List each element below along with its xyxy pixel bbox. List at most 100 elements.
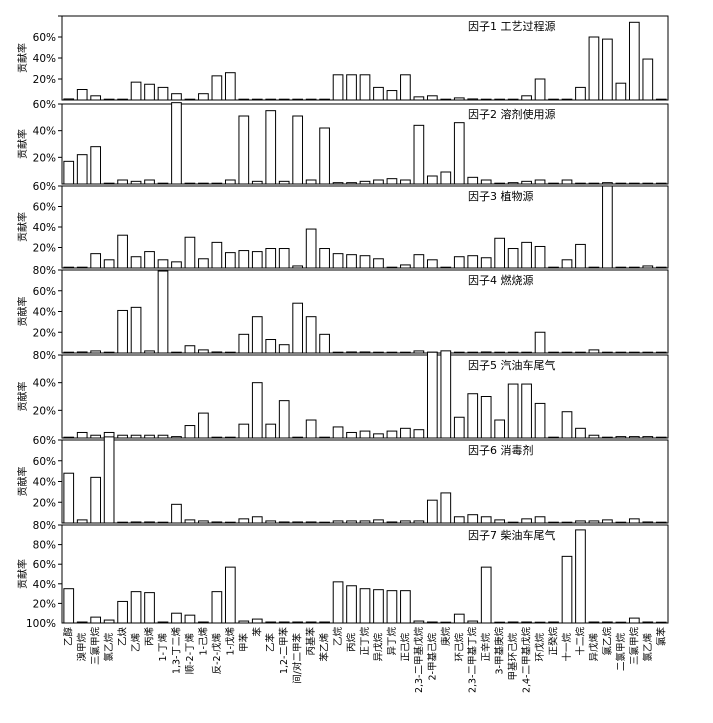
bar (224, 351, 236, 354)
bar (211, 75, 223, 101)
bar (224, 521, 236, 524)
bar (426, 175, 438, 185)
y-tick-label: 40% (33, 126, 56, 138)
bar (521, 95, 532, 101)
panel-title: 因子2 溶剂使用源 (468, 107, 556, 121)
bar (63, 436, 75, 439)
bar (440, 492, 452, 524)
bar (117, 98, 128, 101)
factor-panel: 20% 40% 60% 贡献率 因子1 工艺过程源 (16, 15, 669, 101)
bar (346, 74, 357, 101)
bar (602, 436, 613, 439)
bar (575, 243, 586, 269)
bar (373, 86, 384, 101)
bar (63, 98, 75, 101)
bar (588, 36, 600, 101)
bar (548, 436, 559, 439)
bar (602, 185, 613, 269)
bar (359, 520, 371, 524)
y-tick-label: 20% (33, 74, 56, 86)
bar (561, 411, 573, 439)
bar (467, 255, 479, 269)
bar (63, 472, 75, 524)
bar (346, 431, 357, 439)
bar (103, 182, 115, 185)
y-tick-label: 60% (33, 456, 56, 468)
bar (157, 86, 169, 101)
x-tick-label: 顺-2-丁烯 (184, 633, 196, 675)
bar (319, 621, 330, 624)
bar (157, 182, 169, 185)
bar (319, 127, 330, 185)
bar (400, 427, 411, 439)
bar (265, 98, 277, 101)
bar (548, 621, 559, 624)
y-tick-label: 20% (33, 497, 56, 509)
bar (426, 621, 438, 624)
bar (413, 96, 425, 101)
bar (575, 520, 586, 524)
x-tick-label: 苯乙烯 (319, 633, 331, 662)
x-tick-label: 溴甲烷 (76, 633, 88, 662)
x-tick-label: 庚烷 (440, 627, 452, 647)
bar (655, 182, 667, 185)
bar (117, 179, 128, 185)
bar (292, 115, 304, 185)
bar (413, 254, 425, 269)
bar (507, 98, 519, 101)
x-tick-label: 十二烷 (574, 627, 586, 656)
bar (467, 393, 479, 439)
y-axis-label: 贡献率 (16, 559, 29, 589)
bar (130, 434, 142, 439)
y-axis-label: 贡献率 (16, 382, 29, 412)
bar (346, 520, 357, 524)
bar (628, 518, 640, 524)
bar (440, 621, 452, 624)
bar (575, 182, 586, 185)
bar (534, 78, 546, 101)
bar (575, 351, 586, 354)
y-tick-label: 60% (33, 32, 56, 44)
bar (76, 351, 88, 354)
x-tick-label: 氯苯 (655, 627, 667, 647)
bar (251, 382, 263, 439)
bar (117, 434, 128, 439)
bar (278, 400, 290, 439)
x-tick-label: 丙烷 (346, 633, 358, 653)
bar (521, 180, 532, 185)
bar (198, 621, 209, 624)
bar (615, 351, 627, 354)
bar (332, 520, 344, 524)
bar (507, 521, 519, 524)
bar (467, 351, 479, 354)
bar (588, 434, 600, 439)
bar (453, 416, 465, 439)
bar (238, 115, 250, 185)
bar (534, 179, 546, 185)
bar (251, 516, 263, 524)
bar (480, 179, 492, 185)
y-tick-label: 20% (33, 327, 56, 339)
bar (76, 89, 88, 101)
bar (642, 58, 654, 101)
bar (305, 521, 317, 524)
x-tick-label: 乙炔 (117, 627, 129, 647)
bar (413, 620, 425, 624)
bar (130, 591, 142, 624)
x-tick-label: 异丁烷 (386, 627, 398, 656)
bar (103, 619, 115, 624)
bar (305, 179, 317, 185)
x-tick-label: 乙烷 (332, 627, 344, 647)
x-axis-labels: 乙醇 溴甲烷 三氯甲烷 氯乙烷 乙炔 乙烯 丙烯 1-丁烯 1,3-丁二烯 顺-2-丁烯 1-己烯反… (63, 627, 668, 694)
bar (157, 270, 169, 354)
x-tick-label: 间/对二甲苯 (292, 633, 304, 684)
bar (480, 396, 492, 439)
bar (615, 521, 627, 524)
bar (90, 616, 102, 624)
bar (265, 423, 277, 439)
bar (144, 251, 155, 269)
bar (534, 402, 546, 439)
bar (76, 519, 88, 524)
bar (198, 349, 209, 354)
bar (413, 350, 425, 354)
